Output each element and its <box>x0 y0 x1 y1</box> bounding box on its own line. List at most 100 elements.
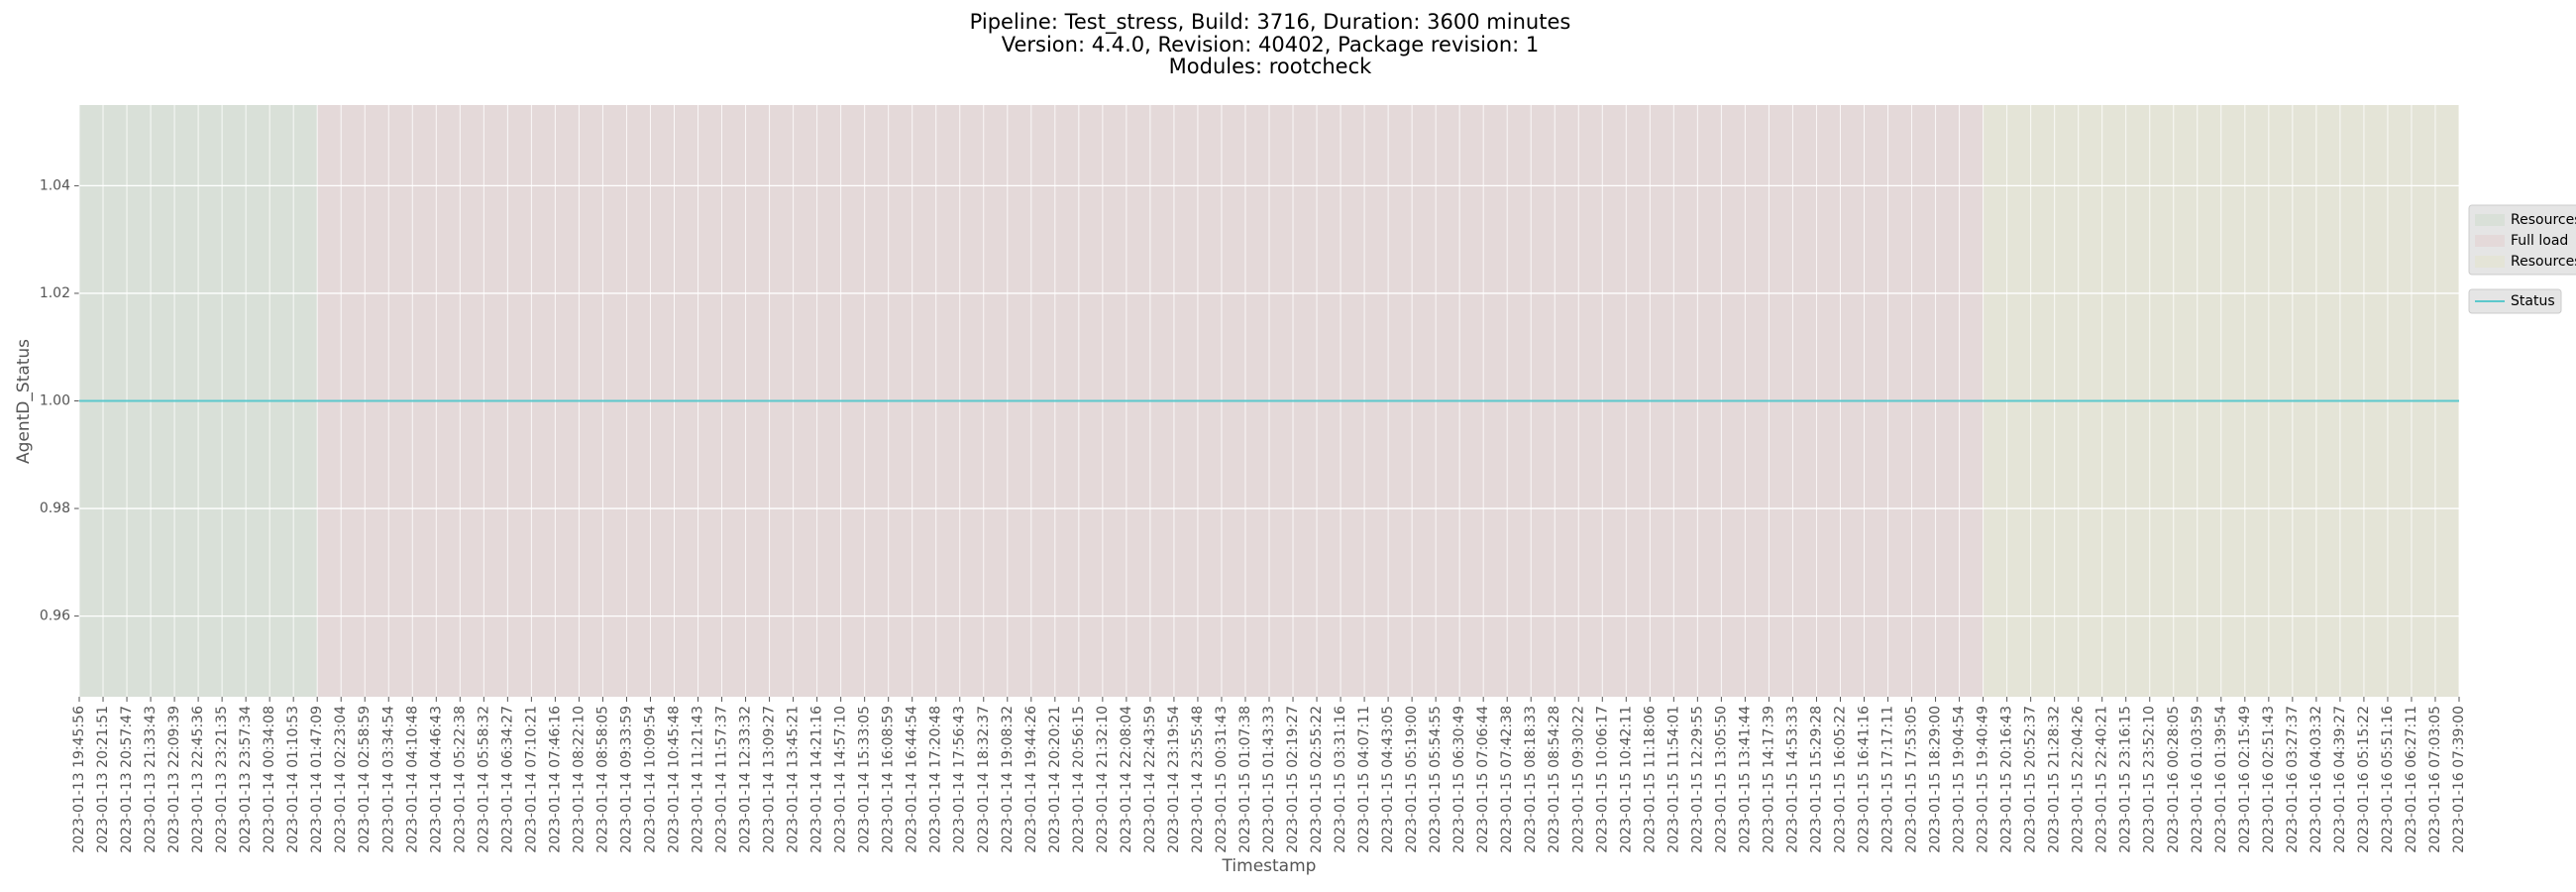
x-tick-label: 2023-01-15 19:40:49 <box>1976 706 1991 853</box>
x-tick-label: 2023-01-13 21:33:43 <box>143 706 159 853</box>
x-tick-label: 2023-01-16 04:39:27 <box>2332 706 2348 853</box>
x-tick-label: 2023-01-14 23:19:54 <box>1166 706 1182 853</box>
legend-label: Status <box>2511 293 2555 309</box>
x-tick-label: 2023-01-14 14:21:16 <box>809 706 825 853</box>
x-tick-label: 2023-01-15 07:42:38 <box>1499 706 1515 853</box>
x-tick-label: 2023-01-15 20:16:43 <box>1999 706 2015 853</box>
chart-title: Modules: rootcheck <box>1169 55 1372 78</box>
chart-title: Version: 4.4.0, Revision: 40402, Package… <box>1002 33 1540 56</box>
x-tick-label: 2023-01-14 05:58:32 <box>476 706 491 853</box>
x-tick-label: 2023-01-15 15:29:28 <box>1808 706 1824 853</box>
x-tick-label: 2023-01-15 11:18:06 <box>1642 706 1658 853</box>
x-tick-label: 2023-01-14 23:55:48 <box>1190 706 1206 853</box>
x-tick-label: 2023-01-15 04:43:05 <box>1380 706 1396 853</box>
legend-box <box>2468 288 2562 314</box>
x-tick-label: 2023-01-14 07:46:16 <box>547 706 563 853</box>
x-tick-label: 2023-01-14 16:08:59 <box>881 706 897 853</box>
y-tick-label: 0.96 <box>40 609 70 624</box>
x-tick-label: 2023-01-15 05:54:55 <box>1428 706 1444 853</box>
x-tick-label: 2023-01-14 09:33:59 <box>618 706 634 853</box>
x-tick-label: 2023-01-14 13:09:27 <box>762 706 778 853</box>
legend-label: Resources <box>2511 254 2576 270</box>
x-tick-label: 2023-01-15 01:07:38 <box>1237 706 1253 853</box>
x-tick-label: 2023-01-14 12:33:32 <box>738 706 754 853</box>
x-tick-label: 2023-01-15 14:17:39 <box>1761 706 1776 853</box>
legend-swatch <box>2475 214 2505 226</box>
x-tick-label: 2023-01-16 07:39:00 <box>2451 706 2467 853</box>
x-tick-label: 2023-01-14 21:32:10 <box>1095 706 1111 853</box>
x-tick-label: 2023-01-14 02:58:59 <box>357 706 373 853</box>
x-tick-label: 2023-01-15 18:29:00 <box>1928 706 1944 853</box>
x-tick-label: 2023-01-14 08:22:10 <box>571 706 587 853</box>
x-tick-label: 2023-01-14 05:22:38 <box>452 706 468 853</box>
x-tick-label: 2023-01-13 22:09:39 <box>166 706 182 853</box>
y-tick-label: 1.00 <box>40 393 70 409</box>
x-tick-label: 2023-01-15 00:31:43 <box>1214 706 1230 853</box>
x-tick-label: 2023-01-15 08:18:33 <box>1523 706 1539 853</box>
legend-swatch <box>2475 235 2505 247</box>
y-tick-label: 1.02 <box>40 285 70 301</box>
y-tick-label: 1.04 <box>40 177 70 193</box>
legend-swatch <box>2475 256 2505 268</box>
x-tick-label: 2023-01-15 11:54:01 <box>1665 706 1681 853</box>
x-tick-label: 2023-01-15 03:31:16 <box>1333 706 1348 853</box>
legend-label: Full load <box>2511 233 2568 249</box>
x-tick-label: 2023-01-14 10:09:54 <box>642 706 658 853</box>
x-tick-label: 2023-01-14 13:45:21 <box>786 706 802 853</box>
x-tick-label: 2023-01-14 14:57:10 <box>833 706 849 853</box>
chart-title: Pipeline: Test_stress, Build: 3716, Dura… <box>970 10 1571 35</box>
x-tick-label: 2023-01-14 04:10:48 <box>404 706 420 853</box>
x-tick-label: 2023-01-15 21:28:32 <box>2047 706 2063 853</box>
x-tick-label: 2023-01-15 02:19:27 <box>1285 706 1301 853</box>
x-tick-label: 2023-01-14 08:58:05 <box>594 706 610 853</box>
x-tick-label: 2023-01-15 16:05:22 <box>1832 706 1848 853</box>
x-tick-label: 2023-01-15 08:54:28 <box>1547 706 1562 853</box>
legend-label: Resources <box>2511 212 2576 228</box>
x-tick-label: 2023-01-14 07:10:21 <box>523 706 539 853</box>
x-tick-label: 2023-01-13 20:21:51 <box>95 706 111 853</box>
x-tick-label: 2023-01-16 04:03:32 <box>2308 706 2324 853</box>
x-tick-label: 2023-01-15 12:29:55 <box>1689 706 1705 853</box>
x-tick-label: 2023-01-16 03:27:37 <box>2285 706 2301 853</box>
x-tick-label: 2023-01-14 22:43:59 <box>1142 706 1158 853</box>
x-tick-label: 2023-01-14 11:21:43 <box>691 706 706 853</box>
x-tick-label: 2023-01-16 05:15:22 <box>2356 706 2372 853</box>
x-tick-label: 2023-01-14 04:46:43 <box>428 706 444 853</box>
x-tick-label: 2023-01-14 19:08:32 <box>1000 706 1016 853</box>
x-tick-label: 2023-01-15 19:04:54 <box>1952 706 1968 853</box>
x-tick-label: 2023-01-14 17:56:43 <box>952 706 968 853</box>
x-tick-label: 2023-01-14 15:33:05 <box>857 706 873 853</box>
x-tick-label: 2023-01-15 10:42:11 <box>1618 706 1634 853</box>
x-tick-label: 2023-01-16 00:28:05 <box>2166 706 2182 853</box>
x-tick-label: 2023-01-16 06:27:11 <box>2404 706 2419 853</box>
x-tick-label: 2023-01-15 04:07:11 <box>1356 706 1372 853</box>
x-tick-label: 2023-01-14 18:32:37 <box>976 706 992 853</box>
x-tick-label: 2023-01-14 11:57:37 <box>714 706 730 853</box>
x-tick-label: 2023-01-14 02:23:04 <box>333 706 349 853</box>
x-tick-label: 2023-01-13 20:57:47 <box>119 706 135 853</box>
x-tick-label: 2023-01-13 23:21:35 <box>214 706 230 853</box>
x-tick-label: 2023-01-14 16:44:54 <box>905 706 920 853</box>
x-tick-label: 2023-01-15 17:17:11 <box>1880 706 1896 853</box>
x-tick-label: 2023-01-15 14:53:33 <box>1784 706 1800 853</box>
x-tick-label: 2023-01-16 05:51:16 <box>2380 706 2396 853</box>
x-tick-label: 2023-01-14 01:10:53 <box>285 706 301 853</box>
x-tick-label: 2023-01-13 22:45:36 <box>190 706 206 853</box>
x-tick-label: 2023-01-14 00:34:08 <box>262 706 277 853</box>
x-tick-label: 2023-01-15 02:55:22 <box>1309 706 1325 853</box>
x-tick-label: 2023-01-14 20:20:21 <box>1047 706 1063 853</box>
x-tick-label: 2023-01-14 22:08:04 <box>1119 706 1134 853</box>
x-tick-label: 2023-01-16 02:15:49 <box>2237 706 2253 853</box>
x-tick-label: 2023-01-15 10:06:17 <box>1594 706 1610 853</box>
x-tick-label: 2023-01-16 07:03:05 <box>2427 706 2443 853</box>
x-tick-label: 2023-01-15 23:52:10 <box>2142 706 2158 853</box>
y-axis-label: AgentD_Status <box>14 339 34 464</box>
x-tick-label: 2023-01-16 02:51:43 <box>2261 706 2277 853</box>
x-tick-label: 2023-01-15 17:53:05 <box>1904 706 1920 853</box>
x-tick-label: 2023-01-14 06:34:27 <box>499 706 515 853</box>
x-tick-label: 2023-01-14 20:56:15 <box>1071 706 1087 853</box>
x-tick-label: 2023-01-14 03:34:54 <box>380 706 396 853</box>
x-tick-label: 2023-01-15 01:43:33 <box>1261 706 1277 853</box>
x-tick-label: 2023-01-14 17:20:48 <box>928 706 944 853</box>
x-axis-label: Timestamp <box>1222 856 1317 876</box>
